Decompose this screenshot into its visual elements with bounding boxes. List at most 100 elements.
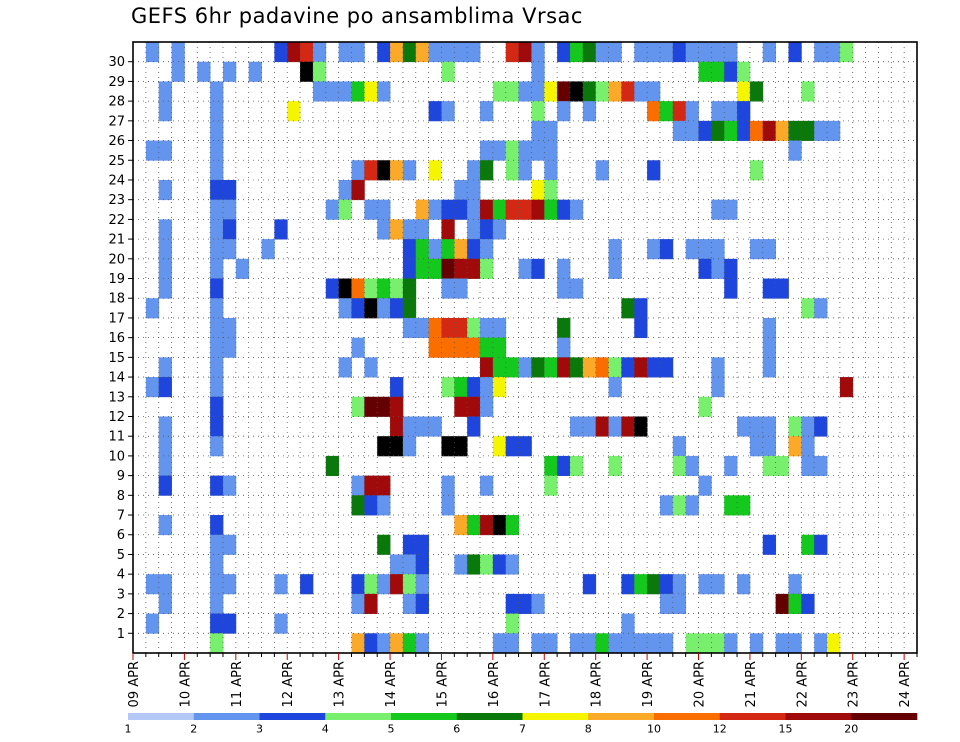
heatmap-cell [428, 101, 442, 122]
y-tick-label: 20 [108, 252, 125, 267]
heatmap-cell [480, 554, 494, 575]
heatmap-cell [749, 239, 764, 260]
heatmap-cell [569, 278, 584, 299]
heatmap-cell [492, 317, 507, 339]
colorbar-swatch [719, 713, 786, 720]
heatmap-cell [158, 455, 172, 477]
colorbar-swatch [391, 713, 458, 720]
heatmap-cell [569, 81, 584, 102]
heatmap-cell [300, 61, 314, 82]
colorbar-label: 7 [519, 723, 526, 736]
heatmap-cell [814, 416, 828, 437]
heatmap-cell [827, 120, 841, 141]
heatmap-cell [801, 534, 815, 555]
heatmap-cell [222, 534, 237, 555]
heatmap-cell [518, 160, 532, 181]
heatmap-cell [325, 199, 340, 220]
heatmap-cell [608, 455, 622, 477]
heatmap-cell [582, 101, 597, 122]
y-tick-label: 21 [108, 233, 125, 248]
heatmap-cell [364, 81, 378, 102]
heatmap-cell [608, 633, 622, 654]
heatmap-cell [158, 219, 172, 240]
heatmap-cell [749, 160, 764, 181]
y-tick-label: 27 [108, 114, 125, 129]
heatmap-cell [402, 219, 417, 240]
heatmap-cell [608, 258, 622, 279]
heatmap-cell [762, 416, 777, 437]
heatmap-cell [544, 475, 558, 496]
heatmap-cell [762, 278, 777, 299]
heatmap-cell [454, 258, 468, 279]
colorbar-label: 6 [453, 723, 460, 736]
heatmap-cell [480, 258, 494, 279]
heatmap-cell [518, 42, 532, 63]
heatmap-cell [415, 593, 429, 614]
y-tick-label: 11 [108, 430, 125, 445]
heatmap-cell [480, 357, 494, 378]
heatmap-cell [325, 81, 340, 102]
heatmap-cell [210, 357, 224, 378]
x-tick-label: 14 APR [384, 661, 399, 707]
heatmap-cell [210, 199, 224, 220]
heatmap-cell [454, 239, 468, 260]
heatmap-cell [634, 81, 648, 102]
heatmap-cell [377, 298, 391, 319]
heatmap-cell [492, 81, 507, 102]
heatmap-cell [647, 42, 661, 63]
heatmap-cell [300, 42, 314, 63]
heatmap-cell [634, 574, 648, 595]
heatmap-cell [390, 42, 404, 63]
heatmap-cell [557, 42, 571, 63]
heatmap-cell [480, 396, 494, 417]
x-tick-label: 21 APR [744, 661, 759, 707]
heatmap-cell [544, 199, 558, 220]
x-tick-label: 09 APR [127, 661, 142, 707]
heatmap-cell [698, 258, 712, 279]
heatmap-cell [544, 455, 558, 477]
heatmap-cell [415, 199, 429, 220]
heatmap-cell [325, 278, 340, 299]
heatmap-cell [351, 298, 365, 319]
heatmap-cell [634, 317, 648, 339]
heatmap-cell [222, 613, 237, 634]
heatmap-cell [698, 120, 712, 141]
heatmap-cell [428, 416, 442, 437]
heatmap-cell [698, 574, 712, 595]
heatmap-cell [351, 396, 365, 417]
heatmap-cell [222, 317, 237, 339]
heatmap-cell [171, 42, 185, 63]
heatmap-cell [672, 593, 687, 614]
colorbar-label: 8 [585, 723, 592, 736]
heatmap-cell [441, 61, 455, 82]
heatmap-cell [595, 357, 609, 378]
heatmap-cell [531, 120, 545, 141]
heatmap-cell [801, 593, 815, 614]
heatmap-cell [338, 179, 352, 201]
heatmap-cell [377, 278, 391, 299]
heatmap-cell [377, 199, 391, 220]
heatmap-cell [145, 574, 160, 595]
heatmap-cell [454, 199, 468, 220]
heatmap-cell [544, 140, 558, 161]
heatmap-cell [210, 179, 224, 201]
heatmap-cell [505, 633, 519, 654]
heatmap-cell [441, 258, 455, 279]
y-tick-label: 25 [108, 154, 125, 169]
heatmap-cell [338, 278, 352, 299]
heatmap-cell [428, 239, 442, 260]
heatmap-cell [544, 120, 558, 141]
heatmap-cell [685, 239, 699, 260]
heatmap-cell [351, 337, 365, 358]
heatmap-cell [492, 337, 507, 358]
heatmap-cell [287, 101, 301, 122]
heatmap-cell [711, 61, 725, 82]
x-tick-label: 24 APR [898, 661, 913, 707]
heatmap-cell [402, 436, 417, 457]
y-tick-label: 16 [108, 331, 125, 346]
heatmap-cell [724, 42, 738, 63]
heatmap-cell [467, 396, 481, 417]
heatmap-cell [698, 239, 712, 260]
heatmap-cell [338, 42, 352, 63]
heatmap-cell [287, 42, 301, 63]
